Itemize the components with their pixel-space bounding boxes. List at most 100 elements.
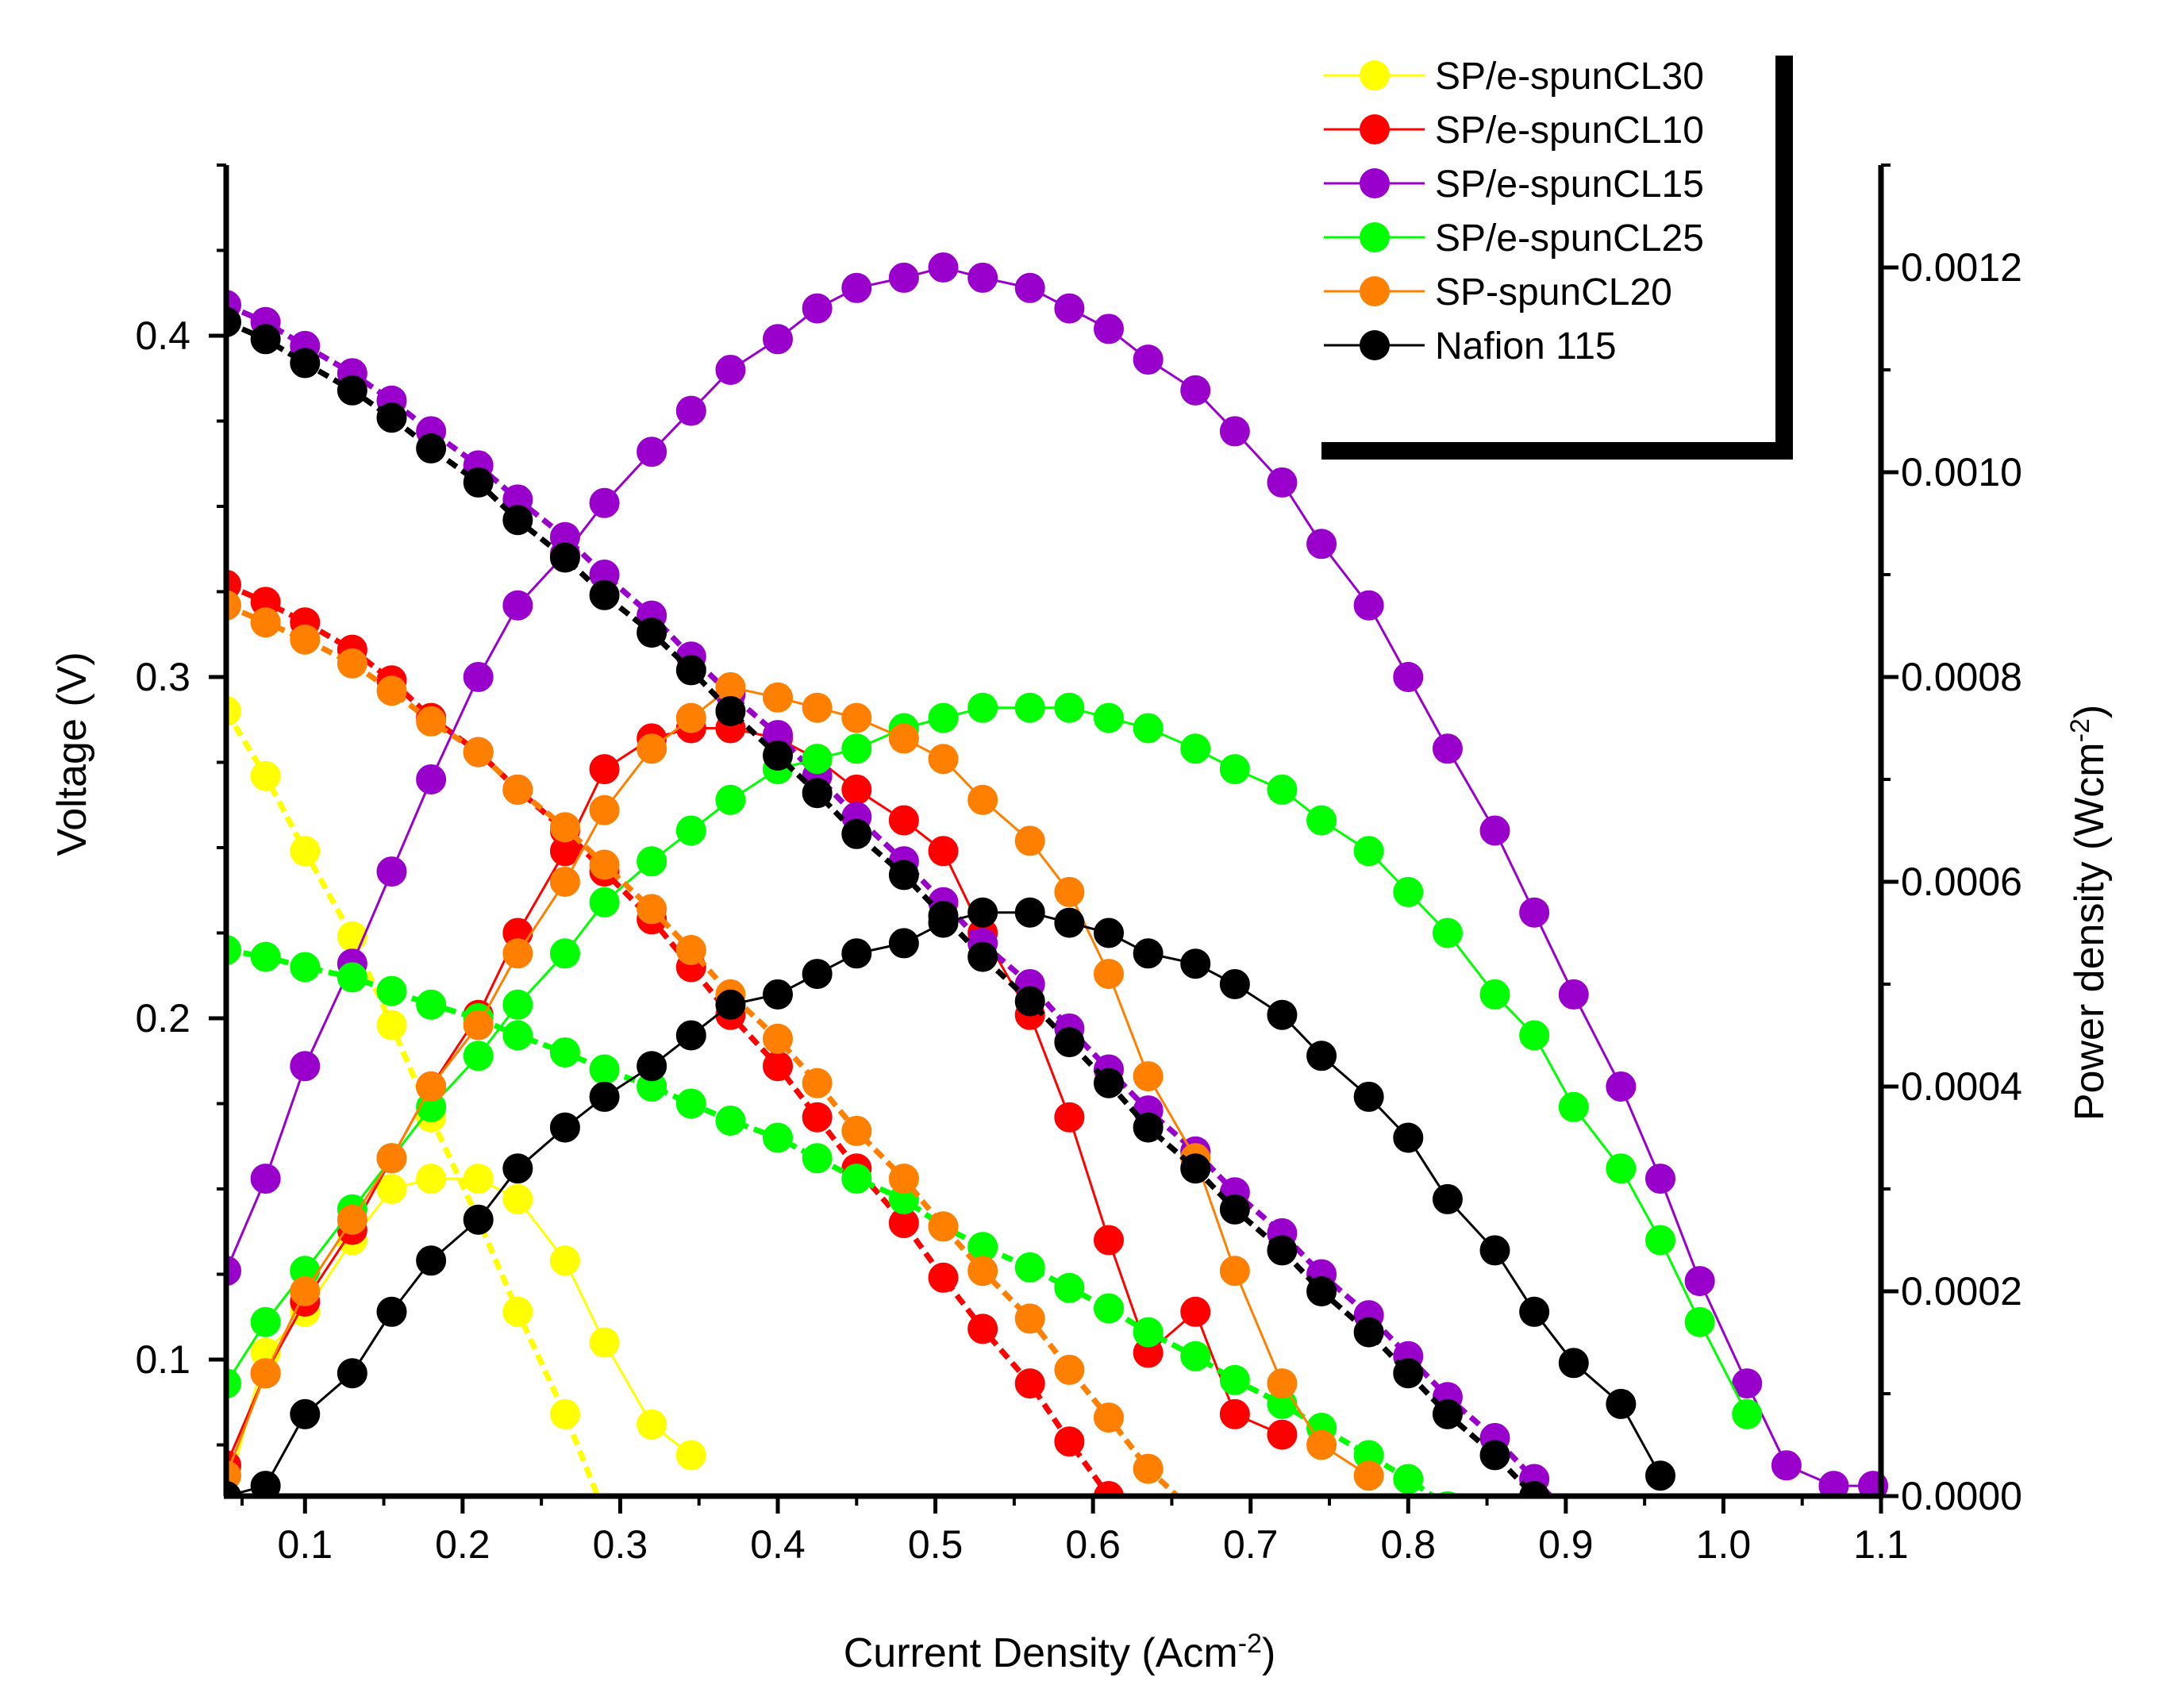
y2-tick-label: 0.0006 xyxy=(1901,860,2022,904)
voltage-point xyxy=(675,655,706,686)
voltage-point xyxy=(226,306,241,337)
power-point xyxy=(1219,416,1250,447)
voltage-point xyxy=(290,624,321,655)
power-point xyxy=(1267,1368,1298,1399)
voltage-point xyxy=(337,962,367,993)
power-point xyxy=(250,1358,281,1389)
power-point xyxy=(1054,907,1085,938)
power-point xyxy=(463,1041,494,1071)
y-tick-label: 0.4 xyxy=(135,314,190,358)
voltage-point xyxy=(967,1256,998,1287)
legend-marker xyxy=(1360,330,1390,360)
voltage-point xyxy=(290,836,321,867)
y-tick-label: 0.1 xyxy=(135,1337,190,1382)
voltage-point xyxy=(1219,1364,1250,1395)
power-point xyxy=(376,856,407,887)
voltage-point xyxy=(1432,1398,1463,1429)
voltage-point xyxy=(376,402,407,433)
voltage-point xyxy=(841,1164,872,1194)
x-axis-title: Current Density (Acm-2) xyxy=(844,1629,1276,1676)
voltage-line-sp-e-spuncl15 xyxy=(226,302,1555,1496)
x-tick-label: 0.6 xyxy=(1065,1522,1121,1567)
legend-marker xyxy=(1360,114,1390,144)
power-point xyxy=(549,938,580,969)
power-point xyxy=(1353,836,1384,867)
power-point xyxy=(226,1481,241,1496)
power-point xyxy=(675,395,706,426)
power-point xyxy=(802,692,833,723)
legend-label: SP-spunCL20 xyxy=(1435,271,1672,314)
power-line-sp-spuncl20 xyxy=(226,686,1370,1477)
series-sp-spuncl20 xyxy=(226,590,1384,1496)
power-point xyxy=(416,1164,447,1194)
power-point xyxy=(888,262,919,293)
legend-marker xyxy=(1360,168,1390,198)
voltage-line-sp-e-spuncl10 xyxy=(226,582,1113,1496)
power-point xyxy=(1684,1306,1715,1337)
voltage-point xyxy=(1133,1317,1164,1348)
voltage-point xyxy=(337,648,367,679)
voltage-point xyxy=(715,1106,746,1136)
voltage-point xyxy=(376,975,407,1006)
ticks-layer: 0.1 0.2 0.3 0.4 0.5 0.6 0.7 0.8 0.9 1.0 1.1 0.1 0.2 0… xyxy=(135,163,2022,1567)
power-point xyxy=(1393,876,1424,907)
x-tick-label: 1.1 xyxy=(1853,1522,1909,1567)
power-point xyxy=(589,794,620,825)
legend-label: SP/e-spunCL15 xyxy=(1435,163,1704,206)
power-point xyxy=(1133,713,1164,744)
power-point xyxy=(841,938,872,969)
voltage-point xyxy=(763,740,793,771)
power-point xyxy=(1558,1348,1589,1379)
voltage-point xyxy=(463,737,494,767)
voltage-point xyxy=(290,952,321,983)
power-point xyxy=(1558,979,1589,1010)
power-point xyxy=(1306,805,1337,836)
legend-label: SP/e-spunCL30 xyxy=(1435,56,1704,98)
legend-marker xyxy=(1360,222,1390,252)
power-point xyxy=(841,702,872,733)
power-point xyxy=(1219,1398,1250,1429)
power-point xyxy=(675,1020,706,1051)
power-point xyxy=(1732,1368,1763,1399)
power-point xyxy=(1519,897,1550,928)
legend-marker xyxy=(1360,276,1390,306)
voltage-point xyxy=(967,1314,998,1344)
voltage-point xyxy=(250,941,281,972)
voltage-point xyxy=(250,607,281,638)
series-layer xyxy=(226,252,1889,1496)
power-point xyxy=(888,805,919,836)
power-point xyxy=(589,1081,620,1112)
voltage-point xyxy=(463,467,494,498)
voltage-point xyxy=(502,1296,533,1327)
power-point xyxy=(715,784,746,815)
power-point xyxy=(763,682,793,713)
voltage-point xyxy=(1014,1368,1045,1399)
power-point xyxy=(1771,1450,1802,1481)
power-point xyxy=(337,1358,367,1389)
voltage-point xyxy=(802,1143,833,1174)
power-point xyxy=(1558,1091,1589,1122)
power-point xyxy=(1684,1266,1715,1297)
power-point xyxy=(502,938,533,969)
voltage-point xyxy=(226,590,241,621)
power-point xyxy=(675,815,706,846)
power-point xyxy=(1432,733,1463,764)
voltage-point xyxy=(1180,1153,1211,1184)
y2-tick-label: 0.0012 xyxy=(1901,245,2022,290)
voltage-point xyxy=(1094,1481,1124,1496)
y-tick-label: 0.2 xyxy=(135,996,190,1041)
power-point xyxy=(1054,1102,1085,1133)
power-point xyxy=(1267,1419,1298,1450)
voltage-point xyxy=(802,1102,833,1133)
power-point xyxy=(1014,692,1045,723)
voltage-point xyxy=(416,433,447,464)
power-point xyxy=(549,1112,580,1143)
voltage-line-nafion-115 xyxy=(226,319,1537,1496)
voltage-line-sp-spuncl20 xyxy=(226,602,1182,1496)
voltage-point xyxy=(1393,1358,1424,1389)
axes-layer xyxy=(223,165,1884,1499)
power-point xyxy=(1180,375,1211,406)
power-point xyxy=(1519,1296,1550,1327)
voltage-point xyxy=(589,1054,620,1085)
power-point xyxy=(376,1296,407,1327)
